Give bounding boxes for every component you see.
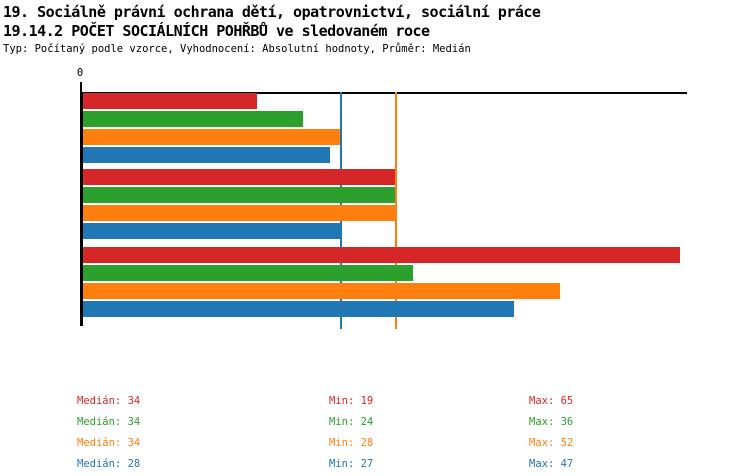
stat-max: Max: 36	[529, 416, 574, 428]
stat-min: Min: 19	[329, 395, 374, 407]
y-axis-line	[80, 92, 83, 326]
bar	[83, 265, 413, 281]
stat-max: Max: 65	[529, 395, 574, 407]
stat-min: Min: 27	[329, 458, 374, 470]
median-guide-line	[394, 92, 397, 329]
stat-median: Medián: 28	[77, 458, 141, 470]
bar	[83, 187, 395, 203]
bar	[83, 147, 330, 163]
stat-median: Medián: 34	[77, 395, 141, 407]
bar	[83, 93, 257, 109]
x-axis-line	[81, 92, 687, 94]
bar	[83, 111, 303, 127]
stat-median: Medián: 34	[77, 416, 141, 428]
bar	[83, 283, 560, 299]
bar-chart: 0	[0, 62, 750, 334]
bar	[83, 247, 680, 263]
chapter-title: 19. Sociálně právní ochrana dětí, opatro…	[3, 3, 541, 21]
stat-max: Max: 52	[529, 437, 574, 449]
bar	[83, 223, 340, 239]
bar	[83, 205, 395, 221]
chart-subtitle: Typ: Počítaný podle vzorce, Vyhodnocení:…	[3, 43, 471, 55]
bar	[83, 129, 340, 145]
stat-min: Min: 28	[329, 437, 374, 449]
axis-zero-tick	[80, 82, 82, 92]
axis-zero-label: 0	[76, 67, 84, 79]
bar	[83, 169, 395, 185]
stat-median: Medián: 34	[77, 437, 141, 449]
stat-max: Max: 47	[529, 458, 574, 470]
chart-title: 19.14.2 POČET SOCIÁLNÍCH POHŘBŮ ve sledo…	[3, 22, 430, 40]
stat-min: Min: 24	[329, 416, 374, 428]
bar	[83, 301, 514, 317]
